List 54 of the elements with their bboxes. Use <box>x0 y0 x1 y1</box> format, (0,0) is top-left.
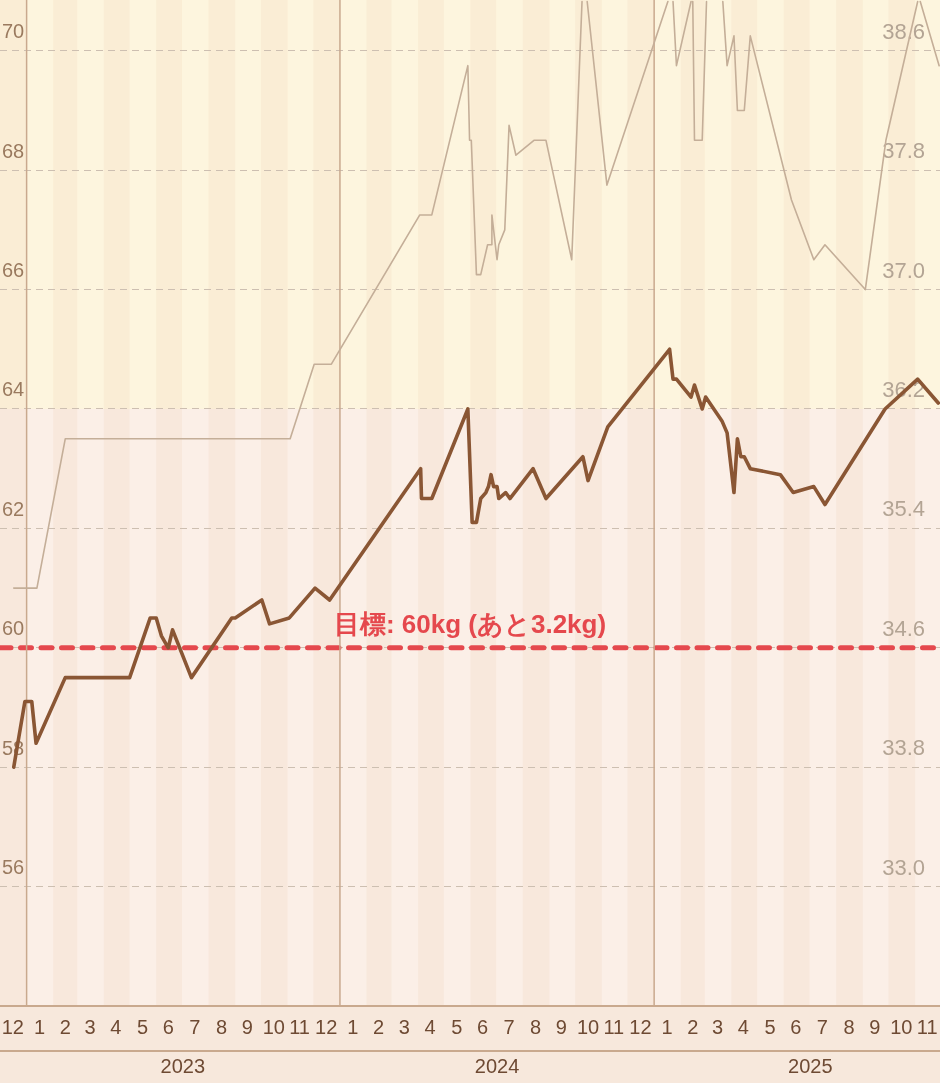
x-tick-label: 5 <box>764 1015 776 1038</box>
x-tick-label: 11 <box>289 1015 310 1038</box>
x-tick-label: 6 <box>162 1015 174 1038</box>
y-tick-label: 64 <box>2 378 25 401</box>
x-tick-label: 5 <box>451 1015 463 1038</box>
x-tick-label: 12 <box>315 1015 338 1038</box>
y-tick-label: 62 <box>2 497 25 520</box>
y2-tick-label: 37.0 <box>882 257 925 283</box>
x-tick-label: 7 <box>816 1015 828 1038</box>
y2-tick-label: 33.0 <box>882 854 925 880</box>
x-tick-label: 9 <box>555 1015 567 1038</box>
x2-tick-label: 2025 <box>788 1054 833 1077</box>
x-tick-label: 1 <box>33 1015 46 1038</box>
y-tick-label: 60 <box>2 617 25 640</box>
x-tick-label: 7 <box>503 1015 515 1038</box>
x-tick-label: 4 <box>110 1015 122 1038</box>
y2-tick-label: 38.6 <box>882 18 925 44</box>
x-tick-label: 2 <box>59 1015 71 1038</box>
y2-tick-label: 35.4 <box>882 496 925 522</box>
x-tick-label: 5 <box>136 1015 149 1038</box>
x-tick-label: 3 <box>398 1015 410 1038</box>
x-tick-label: 12 <box>629 1015 652 1038</box>
x2-tick-label: 2024 <box>474 1054 520 1077</box>
x-tick-label: 7 <box>189 1015 201 1038</box>
y2-tick-label: 34.6 <box>882 615 925 641</box>
x-tick-label: 9 <box>241 1015 253 1038</box>
x-tick-label: 3 <box>84 1015 96 1038</box>
x-tick-label: 2 <box>687 1015 699 1038</box>
x-tick-label: 10 <box>262 1015 285 1038</box>
x-tick-label: 4 <box>737 1015 749 1038</box>
x-tick-label: 1 <box>347 1015 359 1038</box>
x-tick-label: 4 <box>424 1015 436 1038</box>
x-tick-label: 1 <box>661 1015 673 1038</box>
x-tick-label: 11 <box>916 1015 938 1038</box>
x-tick-label: 10 <box>890 1015 913 1038</box>
x-tick-label: 6 <box>476 1015 489 1038</box>
x-tick-label: 8 <box>215 1015 228 1038</box>
x2-tick-label: 2023 <box>160 1054 206 1077</box>
y-tick-label: 56 <box>2 856 25 879</box>
y-tick-label: 70 <box>2 20 25 43</box>
y-tick-label: 66 <box>2 259 25 282</box>
x-tick-label: 8 <box>843 1015 855 1038</box>
x-tick-label: 9 <box>869 1015 881 1038</box>
x-tick-label: 3 <box>712 1015 724 1038</box>
x-tick-label: 6 <box>790 1015 802 1038</box>
ref-line-label: 目標: 60kg (あと3.2kg) <box>333 608 607 639</box>
x-tick-label: 12 <box>1 1015 24 1038</box>
x-tick-label: 8 <box>530 1015 542 1038</box>
x-tick-label: 2 <box>373 1015 385 1038</box>
y2-tick-label: 37.8 <box>882 138 925 164</box>
x-tick-label: 11 <box>603 1015 625 1038</box>
x-tick-label: 10 <box>576 1015 600 1038</box>
y-tick-label: 68 <box>2 139 25 162</box>
y2-tick-label: 33.8 <box>882 735 925 761</box>
